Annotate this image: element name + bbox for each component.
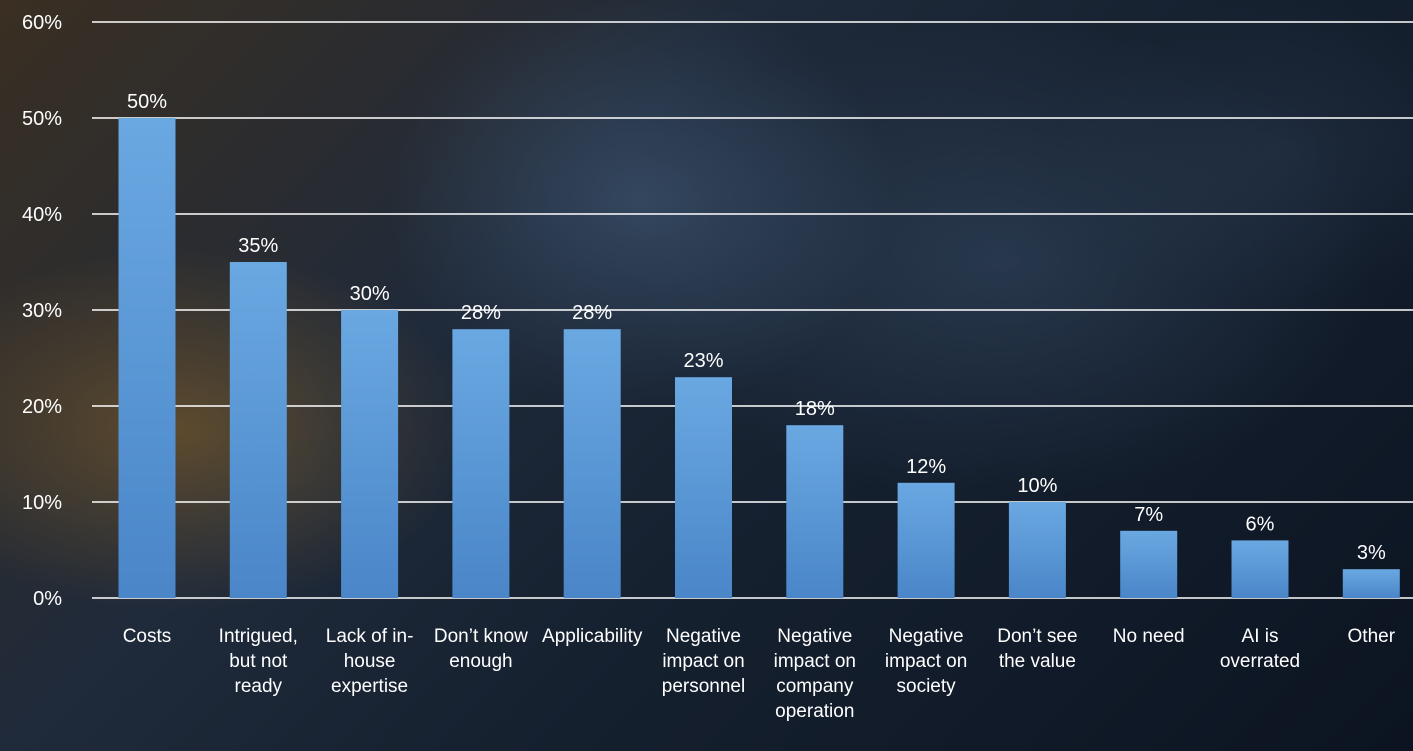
bar	[1008, 502, 1066, 598]
x-axis-categories: Costs Intrigued, but not ready Lack of in-ho…	[123, 626, 1396, 722]
data-label: 7%	[1134, 504, 1163, 526]
x-tick-label-line: AI is	[1242, 626, 1279, 647]
data-label: 6%	[1246, 513, 1275, 535]
x-tick-label-line: Don’t know	[434, 626, 528, 647]
x-tick-label-line: overrated	[1220, 651, 1300, 672]
x-tick-label: Don’t see the value	[997, 626, 1077, 672]
bar	[897, 482, 955, 598]
data-label: 28%	[461, 302, 501, 324]
x-tick-label-line: personnel	[662, 676, 745, 697]
data-label: 50%	[127, 91, 167, 113]
x-tick-label-line: Other	[1348, 626, 1396, 647]
y-tick-label: 10%	[22, 492, 62, 514]
x-tick-label-line: Don’t see	[997, 626, 1077, 647]
x-tick-label-line: Negative	[889, 626, 964, 647]
x-tick-label-line: the value	[999, 651, 1076, 672]
x-tick-label: Intrigued, but not ready	[219, 626, 298, 697]
x-tick-label-line: No need	[1113, 626, 1185, 647]
x-tick-label-line: society	[897, 676, 957, 697]
value-labels: 50% 35% 30% 28% 28% 23% 18% 12% 10% 7% 6% 3%	[127, 91, 1386, 564]
bar	[1231, 540, 1289, 598]
x-tick-label-line: impact on	[774, 651, 856, 672]
data-label: 10%	[1017, 475, 1057, 497]
data-label: 35%	[238, 235, 278, 257]
x-tick-label: Applicability	[542, 626, 643, 647]
y-tick-label: 40%	[22, 204, 62, 226]
y-tick-label: 0%	[33, 588, 62, 610]
x-tick-label-line: Applicability	[542, 626, 643, 647]
bar	[563, 329, 621, 598]
y-axis-ticks: 0% 10% 20% 30% 40% 50% 60%	[22, 12, 62, 610]
data-label: 3%	[1357, 542, 1386, 564]
bar	[786, 425, 844, 598]
x-tick-label-line: Negative	[777, 626, 852, 647]
data-label: 30%	[350, 283, 390, 305]
x-tick-label-line: Negative	[666, 626, 741, 647]
x-tick-label-line: Lack of in-	[326, 626, 414, 647]
y-tick-label: 30%	[22, 300, 62, 322]
bar	[1342, 569, 1400, 598]
x-tick-label: Negative impact on company operation	[774, 626, 856, 722]
y-tick-label: 60%	[22, 12, 62, 34]
x-tick-label-line: expertise	[331, 676, 408, 697]
data-label: 23%	[683, 350, 723, 372]
bar	[452, 329, 510, 598]
bar	[675, 377, 732, 598]
y-tick-label: 50%	[22, 108, 62, 130]
bar	[118, 118, 176, 598]
x-tick-label: Negative impact on society	[885, 626, 967, 697]
y-tick-label: 20%	[22, 396, 62, 418]
bar	[341, 310, 399, 598]
x-tick-label: Negative impact on personnel	[662, 626, 745, 697]
bar	[229, 262, 287, 598]
bar	[1120, 530, 1178, 598]
x-tick-label: Lack of in-house expertise	[326, 626, 414, 697]
x-tick-label-line: Costs	[123, 626, 172, 647]
x-tick-label-line: operation	[775, 701, 854, 722]
x-tick-label: Other	[1348, 626, 1396, 647]
x-tick-label-line: ready	[235, 676, 283, 697]
x-tick-label: Costs	[123, 626, 172, 647]
x-tick-label: No need	[1113, 626, 1185, 647]
x-tick-label: AI is overrated	[1220, 626, 1300, 672]
x-tick-label-line: company	[776, 676, 854, 697]
x-tick-label-line: but not	[229, 651, 288, 672]
gridlines	[92, 21, 1413, 599]
x-tick-label-line: house	[344, 651, 396, 672]
x-tick-label-line: impact on	[885, 651, 967, 672]
x-tick-label-line: Intrigued,	[219, 626, 298, 647]
data-label: 18%	[795, 398, 835, 420]
bars	[118, 118, 1400, 598]
x-tick-label: Don’t know enough	[434, 626, 528, 672]
data-label: 28%	[572, 302, 612, 324]
x-tick-label-line: enough	[449, 651, 512, 672]
data-label: 12%	[906, 456, 946, 478]
x-tick-label-line: impact on	[662, 651, 744, 672]
